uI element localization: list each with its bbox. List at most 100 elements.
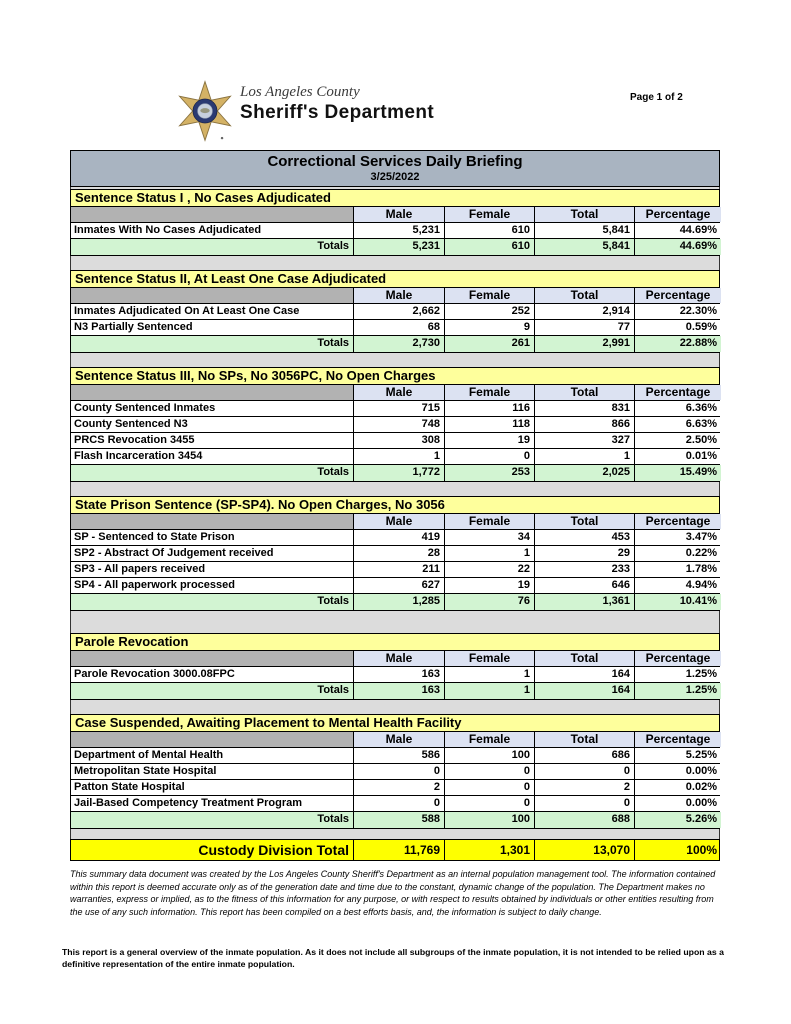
percentage-value: 0.01% (635, 449, 721, 464)
totals-total-value: 2,991 (535, 336, 635, 352)
report-title-bar: Correctional Services Daily Briefing 3/2… (70, 150, 720, 187)
section-title: Case Suspended, Awaiting Placement to Me… (70, 714, 720, 732)
column-header-row: Male Female Total Percentage (71, 732, 721, 748)
table-row: SP - Sentenced to State Prison 419 34 453 3.… (71, 530, 721, 546)
row-label: SP2 - Abstract Of Judgement received (71, 546, 354, 561)
total-value: 233 (535, 562, 635, 577)
row-label: Department of Mental Health (71, 748, 354, 763)
female-value: 252 (445, 304, 535, 319)
row-label: Jail-Based Competency Treatment Program (71, 796, 354, 811)
custody-total-percentage-value: 100% (686, 843, 717, 857)
female-value: 0 (445, 780, 535, 795)
female-value: 0 (445, 764, 535, 779)
column-header: Male (354, 288, 445, 303)
table-row: Inmates With No Cases Adjudicated 5,231 61… (71, 223, 721, 239)
totals-row: Totals 163 1 164 1.25% (71, 683, 721, 699)
column-header: Percentage (635, 288, 721, 303)
totals-row: Totals 588 100 688 5.26% (71, 812, 721, 828)
column-header: Total (535, 732, 635, 747)
table-row: County Sentenced N3 748 118 866 6.63% (71, 417, 721, 433)
total-value: 327 (535, 433, 635, 448)
totals-female-value: 610 (445, 239, 535, 255)
total-value: 866 (535, 417, 635, 432)
totals-percentage-value: 5.26% (635, 812, 721, 828)
male-value: 211 (354, 562, 445, 577)
totals-male-value: 1,772 (354, 465, 445, 481)
section-gap (70, 700, 720, 714)
report-section: Sentence Status III, No SPs, No 3056PC, … (70, 367, 721, 482)
male-value: 586 (354, 748, 445, 763)
column-header-blank (71, 207, 354, 222)
totals-row: Totals 1,285 76 1,361 10.41% (71, 594, 721, 610)
totals-male-value: 588 (354, 812, 445, 828)
row-label: SP3 - All papers received (71, 562, 354, 577)
row-label: Patton State Hospital (71, 780, 354, 795)
totals-percentage-value: 15.49% (635, 465, 721, 481)
totals-label: Totals (71, 465, 354, 481)
report-section: Parole Revocation Male Female Total Percenta… (70, 633, 721, 700)
totals-female-value: 253 (445, 465, 535, 481)
table-row: SP2 - Abstract Of Judgement received 28 1 2… (71, 546, 721, 562)
table-row: Jail-Based Competency Treatment Program 0… (71, 796, 721, 812)
section-table: Male Female Total Percentage County Sentence… (70, 385, 721, 482)
custody-total-label: Custody Division Total (71, 840, 354, 860)
table-row: N3 Partially Sentenced 68 9 77 0.59% (71, 320, 721, 336)
percentage-value: 44.69% (635, 223, 721, 238)
totals-total-value: 164 (535, 683, 635, 699)
percentage-value: 0.00% (635, 796, 721, 811)
column-header: Percentage (635, 385, 721, 400)
section-table: Male Female Total Percentage SP - Sentenced … (70, 514, 721, 611)
row-label: SP - Sentenced to State Prison (71, 530, 354, 545)
table-row: County Sentenced Inmates 715 116 831 6.36% (71, 401, 721, 417)
row-label: County Sentenced N3 (71, 417, 354, 432)
table-row: PRCS Revocation 3455 308 19 327 2.50% (71, 433, 721, 449)
male-value: 5,231 (354, 223, 445, 238)
totals-female-value: 261 (445, 336, 535, 352)
column-header-row: Male Female Total Percentage (71, 514, 721, 530)
column-header: Male (354, 732, 445, 747)
totals-total-value: 2,025 (535, 465, 635, 481)
section-gap (70, 829, 720, 839)
female-value: 118 (445, 417, 535, 432)
totals-label: Totals (71, 239, 354, 255)
total-value: 646 (535, 578, 635, 593)
column-header: Male (354, 207, 445, 222)
row-label: Metropolitan State Hospital (71, 764, 354, 779)
female-value: 22 (445, 562, 535, 577)
female-value: 0 (445, 796, 535, 811)
total-value: 5,841 (535, 223, 635, 238)
column-header: Total (535, 207, 635, 222)
table-row: Inmates Adjudicated On At Least One Case… (71, 304, 721, 320)
custody-total-total-value: 13,070 (535, 840, 635, 860)
percentage-value: 0.22% (635, 546, 721, 561)
report-section: Case Suspended, Awaiting Placement to Me… (70, 714, 721, 829)
totals-female-value: 76 (445, 594, 535, 610)
table-row: Metropolitan State Hospital 0 0 0 0.00% (71, 764, 721, 780)
female-value: 1 (445, 667, 535, 682)
female-value: 116 (445, 401, 535, 416)
row-label: Inmates With No Cases Adjudicated (71, 223, 354, 238)
column-header: Female (445, 651, 535, 666)
female-value: 19 (445, 578, 535, 593)
table-row: Department of Mental Health 586 100 686 5.25… (71, 748, 721, 764)
section-gap (70, 187, 720, 189)
totals-row: Totals 1,772 253 2,025 15.49% (71, 465, 721, 481)
report-section: State Prison Sentence (SP-SP4). No Open … (70, 496, 721, 611)
male-value: 2,662 (354, 304, 445, 319)
totals-label: Totals (71, 812, 354, 828)
column-header: Female (445, 732, 535, 747)
section-table: Male Female Total Percentage Parole Revocati… (70, 651, 721, 700)
column-header: Percentage (635, 651, 721, 666)
section-table: Male Female Total Percentage Department of M… (70, 732, 721, 829)
column-header-row: Male Female Total Percentage (71, 207, 721, 223)
column-header-blank (71, 514, 354, 529)
male-value: 748 (354, 417, 445, 432)
percentage-value: 22.30% (635, 304, 721, 319)
male-value: 1 (354, 449, 445, 464)
total-value: 686 (535, 748, 635, 763)
totals-male-value: 1,285 (354, 594, 445, 610)
total-value: 1 (535, 449, 635, 464)
female-value: 100 (445, 748, 535, 763)
column-header: Male (354, 651, 445, 666)
